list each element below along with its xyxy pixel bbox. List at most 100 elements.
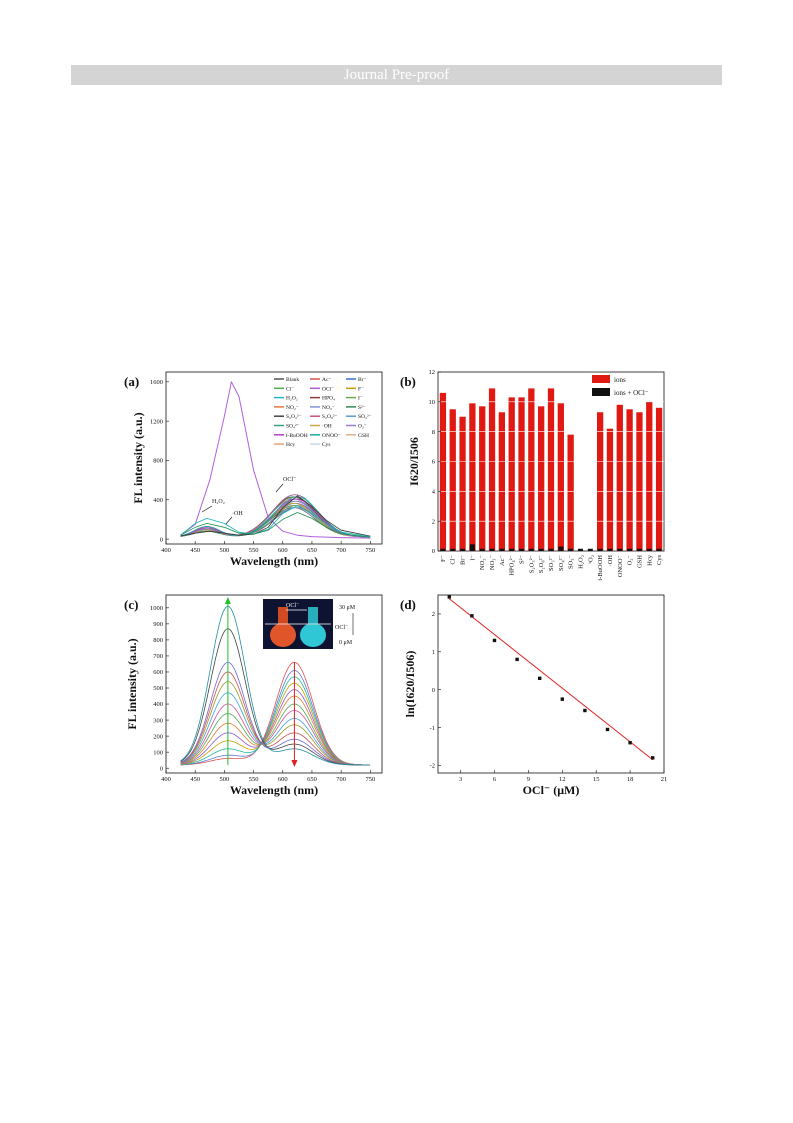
series-line-3	[180, 512, 371, 538]
legend-label: Cl⁻	[286, 386, 294, 392]
x-category-label: NO₃⁻	[489, 555, 496, 570]
bar-ions	[439, 392, 447, 551]
data-point	[538, 676, 542, 681]
series-line-2	[180, 505, 371, 537]
bar-ions-ocl	[509, 548, 515, 551]
data-point	[470, 614, 474, 618]
x-category-label: H₂O₂	[577, 555, 584, 569]
x-axis-label: Wavelength (nm)	[230, 783, 318, 797]
x-category-label: F⁻	[440, 555, 447, 562]
panel-label: (a)	[124, 374, 139, 389]
x-category-label: I⁻	[469, 555, 476, 561]
bar-ions-ocl	[558, 546, 564, 551]
titration-spectrum-line	[180, 703, 370, 766]
x-tick-label: 400	[161, 547, 171, 554]
y-tick-label: -1	[430, 725, 435, 732]
y-tick-label: 1600	[150, 379, 163, 386]
x-category-label: S²⁻	[519, 555, 526, 564]
bar-ions	[567, 434, 574, 551]
x-axis-label: Wavelength (nm)	[230, 554, 318, 568]
annotation-arrow	[201, 505, 213, 513]
legend-label: ions	[614, 376, 626, 384]
legend-label: SO₃²⁻	[358, 414, 372, 420]
bar-ions-ocl	[656, 548, 662, 551]
x-tick-label: 750	[365, 776, 375, 783]
legend-label: ·OH	[322, 424, 332, 430]
data-point	[651, 756, 655, 760]
inset-vial-cyan	[300, 623, 326, 647]
y-tick-label: 2	[432, 611, 435, 618]
legend-label: S₂O₈²⁻	[322, 414, 338, 420]
legend-label: F⁻	[358, 386, 364, 392]
titration-spectrum-line	[180, 681, 370, 766]
legend-label: t-BuOOH	[286, 433, 308, 439]
panel-label: (b)	[400, 374, 416, 389]
x-tick-label: 450	[190, 547, 200, 554]
data-point	[447, 595, 451, 599]
x-category-label: NO₂⁻	[479, 555, 486, 570]
x-category-label: HPO₄²⁻	[509, 555, 516, 576]
bar-ions	[596, 412, 604, 551]
x-tick-label: 650	[307, 776, 317, 783]
y-tick-label: 900	[153, 621, 163, 628]
x-category-label: GSH	[636, 555, 643, 568]
legend-label: Hcy	[286, 442, 295, 448]
x-category-label: ONOO⁻	[617, 555, 624, 577]
y-tick-label: 0	[160, 536, 163, 543]
bar-ions	[528, 388, 535, 551]
series-line-1	[180, 495, 371, 537]
legend-label: GSH	[358, 433, 369, 439]
y-tick-label: 1200	[150, 418, 163, 425]
x-tick-label: 550	[249, 547, 259, 554]
x-category-label: Cys	[656, 555, 663, 566]
x-category-label: Hcy	[646, 554, 653, 566]
panel-label: (c)	[124, 597, 138, 612]
legend-label: S²⁻	[358, 405, 366, 411]
x-tick-label: 600	[278, 547, 288, 554]
legend-label: NO₃⁻	[322, 405, 335, 411]
legend-label: SO₄²⁻	[286, 424, 300, 430]
bar-ions	[557, 403, 564, 551]
bar-ions	[508, 397, 515, 551]
x-tick-label: 9	[527, 776, 530, 783]
data-point	[492, 638, 497, 643]
y-tick-label: 0	[160, 765, 163, 772]
x-tick-label: 12	[559, 776, 566, 783]
legend-label: HPO₄	[322, 396, 335, 402]
titration-spectrum-line	[180, 689, 370, 766]
y-axis-label: ln(I620/I506)	[403, 651, 417, 718]
y-tick-label: 0	[432, 548, 435, 555]
x-category-label: S₂O₈²⁻	[538, 555, 545, 573]
inset-arrow-label: OCl⁻	[286, 603, 299, 609]
panel-b-chart: (b)F⁻ Cl⁻ Br⁻ I⁻ NO₂⁻ NO₃⁻ Ac⁻ HPO₄²⁻ S²⁻ S₂O₃²⁻ S…	[400, 369, 665, 581]
x-tick-label: 18	[627, 776, 634, 783]
inset-top-label: 30 μM	[339, 605, 356, 611]
annotation-ocl: OCl⁻	[283, 477, 296, 483]
y-axis-label: FL intensity (a.u.)	[131, 412, 145, 503]
figure: (a) 400 450 500 550 600 650 700 750 0 400 800 1200 16…	[118, 364, 678, 806]
bar-ions-ocl	[440, 548, 446, 551]
x-tick-label: 400	[161, 776, 171, 783]
x-axis-label: OCl⁻ (μM)	[523, 783, 580, 797]
x-tick-label: 550	[249, 776, 259, 783]
legend-label: S₂O₃²⁻	[286, 414, 302, 420]
bar-ions	[646, 401, 653, 551]
bar-ions	[469, 403, 476, 551]
bar-ions	[606, 428, 614, 551]
data-point	[560, 697, 564, 701]
annotation-oh: ·OH	[232, 511, 243, 517]
bar-ions-ocl	[450, 548, 456, 551]
bar-ions	[616, 404, 623, 551]
x-category-label: O₂⁻	[627, 555, 634, 565]
y-tick-label: 200	[153, 733, 163, 740]
legend-label: Blank	[286, 377, 299, 383]
legend-label: Cys	[322, 442, 331, 448]
inset-bottom-label: 0 μM	[339, 640, 353, 646]
ion-spectrum-line	[180, 496, 370, 538]
bar-ions	[538, 406, 545, 551]
bar-ions-ocl	[548, 548, 554, 551]
x-category-label: SO₃⁻	[568, 555, 575, 569]
y-tick-label: 500	[153, 685, 163, 692]
y-tick-label: 800	[153, 458, 163, 465]
